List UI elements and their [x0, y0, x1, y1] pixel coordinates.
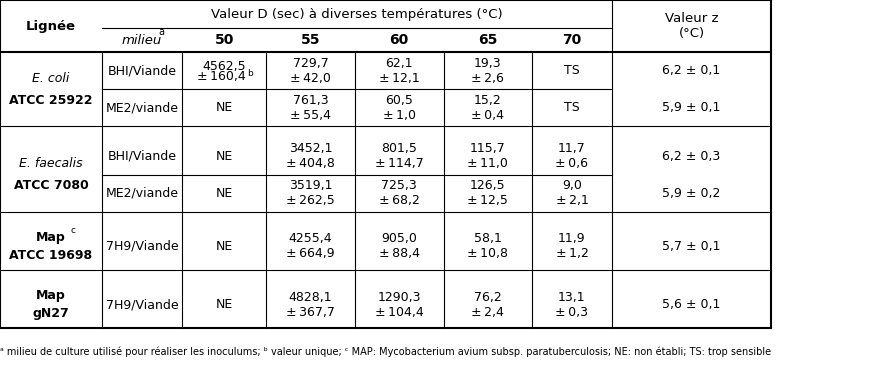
- Text: 3452,1
± 404,8: 3452,1 ± 404,8: [286, 142, 335, 170]
- Text: TS: TS: [564, 64, 580, 77]
- Text: ATCC 25922: ATCC 25922: [10, 94, 93, 107]
- Text: 801,5
± 114,7: 801,5 ± 114,7: [375, 142, 423, 170]
- Text: 1290,3
± 104,4: 1290,3 ± 104,4: [375, 291, 423, 319]
- Text: 6,2 ± 0,3: 6,2 ± 0,3: [662, 150, 720, 163]
- Text: 115,7
± 11,0: 115,7 ± 11,0: [468, 142, 508, 170]
- Text: NE: NE: [216, 150, 233, 163]
- Text: E. faecalis: E. faecalis: [19, 157, 83, 170]
- Text: Valeur D (sec) à diverses températures (°C): Valeur D (sec) à diverses températures (…: [211, 8, 502, 21]
- Text: NE: NE: [216, 298, 233, 311]
- Text: 905,0
± 88,4: 905,0 ± 88,4: [379, 232, 420, 261]
- Text: c: c: [71, 226, 76, 235]
- Text: 5,7 ± 0,1: 5,7 ± 0,1: [662, 240, 720, 253]
- Text: milieu: milieu: [122, 34, 162, 47]
- Text: NE: NE: [216, 240, 233, 253]
- Text: 70: 70: [562, 33, 581, 47]
- Text: 76,2
± 2,4: 76,2 ± 2,4: [472, 291, 504, 319]
- Text: gN27: gN27: [32, 307, 70, 320]
- Text: 55: 55: [301, 33, 320, 47]
- Text: b: b: [247, 69, 252, 78]
- Text: 5,9 ± 0,2: 5,9 ± 0,2: [662, 187, 720, 200]
- Text: 4255,4
± 664,9: 4255,4 ± 664,9: [286, 232, 335, 261]
- Text: 60: 60: [389, 33, 408, 47]
- Text: 58,1
± 10,8: 58,1 ± 10,8: [468, 232, 508, 261]
- Text: ATCC 7080: ATCC 7080: [14, 179, 89, 192]
- Text: 65: 65: [478, 33, 498, 47]
- Text: ATCC 19698: ATCC 19698: [10, 249, 92, 262]
- Text: 13,1
± 0,3: 13,1 ± 0,3: [555, 291, 588, 319]
- Text: Map: Map: [36, 231, 66, 244]
- Text: ± 160,4: ± 160,4: [197, 70, 246, 83]
- Text: 725,3
± 68,2: 725,3 ± 68,2: [379, 179, 420, 207]
- Text: 5,9 ± 0,1: 5,9 ± 0,1: [662, 101, 720, 115]
- Text: ME2/viande: ME2/viande: [105, 187, 178, 200]
- Text: 761,3
± 55,4: 761,3 ± 55,4: [290, 94, 331, 122]
- Text: 126,5
± 12,5: 126,5 ± 12,5: [468, 179, 508, 207]
- Text: 4828,1
± 367,7: 4828,1 ± 367,7: [286, 291, 335, 319]
- Text: 11,9
± 1,2: 11,9 ± 1,2: [555, 232, 588, 261]
- Text: 6,2 ± 0,1: 6,2 ± 0,1: [662, 64, 720, 77]
- Text: 15,2
± 0,4: 15,2 ± 0,4: [471, 94, 504, 122]
- Text: 3519,1
± 262,5: 3519,1 ± 262,5: [286, 179, 335, 207]
- Text: 62,1
± 12,1: 62,1 ± 12,1: [379, 57, 420, 85]
- Text: Map: Map: [36, 289, 66, 302]
- Text: NE: NE: [216, 101, 233, 115]
- Text: BHI/Viande: BHI/Viande: [108, 64, 176, 77]
- Text: 5,6 ± 0,1: 5,6 ± 0,1: [662, 298, 720, 311]
- Bar: [0, 0, 772, 328]
- Text: 11,7
± 0,6: 11,7 ± 0,6: [555, 142, 588, 170]
- Text: TS: TS: [564, 101, 580, 115]
- Text: 50: 50: [215, 33, 234, 47]
- Text: Lignée: Lignée: [26, 19, 76, 33]
- Text: 4562,5: 4562,5: [202, 60, 246, 73]
- Text: 60,5
± 1,0: 60,5 ± 1,0: [382, 94, 415, 122]
- Text: 19,3
± 2,6: 19,3 ± 2,6: [472, 57, 504, 85]
- Text: ᵃ milieu de culture utilisé pour réaliser les inoculums; ᵇ valeur unique; ᶜ MAP:: ᵃ milieu de culture utilisé pour réalise…: [0, 347, 771, 357]
- Text: Valeur z
(°C): Valeur z (°C): [665, 12, 719, 40]
- Text: BHI/Viande: BHI/Viande: [108, 150, 176, 163]
- Text: NE: NE: [216, 187, 233, 200]
- Text: ME2/viande: ME2/viande: [105, 101, 178, 115]
- Text: 9,0
± 2,1: 9,0 ± 2,1: [555, 179, 588, 207]
- Text: E. coli: E. coli: [32, 72, 70, 85]
- Text: 7H9/Viande: 7H9/Viande: [106, 298, 178, 311]
- Text: 7H9/Viande: 7H9/Viande: [106, 240, 178, 253]
- Text: a: a: [158, 27, 164, 37]
- Text: 729,7
± 42,0: 729,7 ± 42,0: [290, 57, 331, 85]
